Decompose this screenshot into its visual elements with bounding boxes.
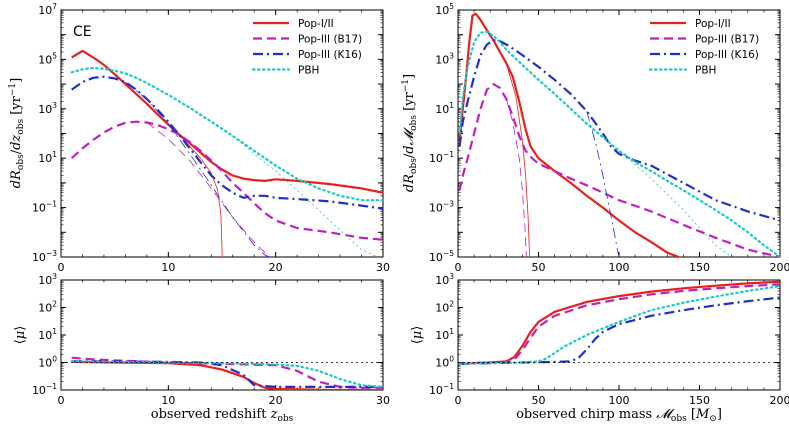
series-pbh [458, 30, 780, 257]
panel-redshift-magnification: 0 10 20 30 10−1 100 101 102 103 ⟨μ⟩ observed red… [13, 272, 390, 424]
x-tick-label: 10 [161, 261, 175, 274]
axes-ticks: 0 10 20 30 10−3 10−1 101 103 105 107 [32, 2, 390, 274]
legend-label: Pop-I/II [695, 18, 731, 30]
x-tick-label: 0 [58, 261, 65, 274]
series-pop-i-ii [459, 280, 780, 365]
series-pop-iii-b17 [458, 82, 780, 257]
x-axis-label: observed chirp mass 𝓜obs [M⊙] [516, 407, 722, 424]
series-pop-i-ii [458, 12, 679, 257]
y-tick-label: 10−3 [32, 249, 57, 264]
x-tick-label: 50 [532, 394, 546, 407]
series-pop-iii-k16 [458, 39, 780, 222]
x-tick-label: 150 [689, 261, 710, 274]
x-tick-label: 200 [770, 394, 789, 407]
y-tick-label: 103 [38, 272, 57, 287]
x-tick-label: 0 [58, 394, 65, 407]
axes-ticks: 0 10 20 30 10−1 100 101 102 103 [32, 272, 390, 407]
y-axis-label: dRobs/dzobs [yr−1] [8, 78, 26, 188]
legend-label: PBH [695, 65, 716, 77]
y-tick-label: 103 [38, 101, 57, 116]
series-pbh [458, 285, 780, 365]
legend: Pop-I/II Pop-III (B17) Pop-III (K16) PBH [251, 18, 362, 77]
x-tick-label: 150 [689, 394, 710, 407]
y-tick-label: 10−5 [429, 249, 454, 264]
y-tick-label: 10−3 [429, 200, 454, 215]
x-tick-label: 50 [532, 261, 546, 274]
y-tick-label: 100 [435, 355, 454, 370]
y-tick-label: 10−1 [32, 200, 57, 215]
y-tick-label: 100 [38, 355, 57, 370]
x-tick-label: 0 [455, 261, 462, 274]
y-axis-label: ⟨μ⟩ [13, 326, 28, 345]
series-pop-iii-b17 [70, 120, 383, 241]
data-series [458, 280, 780, 365]
axes-ticks: 0 50 100 150 200 10−5 10−3 10−1 101 103 105 [429, 2, 789, 274]
y-tick-label: 10−1 [429, 382, 454, 397]
legend-label: PBH [298, 65, 319, 77]
x-tick-label: 200 [770, 261, 789, 274]
series-pbh [70, 66, 383, 202]
y-tick-label: 107 [38, 2, 57, 17]
legend-label: Pop-I/II [298, 18, 334, 30]
series-pop-iii-b17-thin [146, 122, 271, 257]
legend-label: Pop-III (K16) [695, 49, 759, 61]
series-pop-iii-b17-thin [505, 98, 527, 257]
series-pop-i-ii-thin [135, 93, 223, 257]
data-series [458, 12, 780, 257]
x-tick-label: 0 [455, 394, 462, 407]
y-tick-label: 101 [38, 150, 57, 165]
series-pbh-thin [618, 150, 732, 257]
y-tick-label: 102 [38, 300, 57, 315]
series-pbh [70, 360, 383, 388]
panel-label: CE [73, 24, 92, 40]
series-pop-iii-k16-thin [125, 81, 270, 257]
x-axis-label: observed redshift zobs [151, 407, 294, 424]
x-tick-label: 20 [269, 394, 283, 407]
series-pop-i-ii [71, 360, 383, 390]
data-series [61, 356, 383, 390]
legend-label: Pop-III (K16) [298, 49, 362, 61]
y-axis-label: dRobs/d𝓜obs [yr−1] [401, 74, 419, 192]
x-tick-label: 30 [376, 261, 390, 274]
legend-label: Pop-III (B17) [298, 34, 362, 46]
series-pop-iii-k16 [459, 296, 780, 365]
data-series [70, 49, 383, 257]
x-tick-label: 100 [609, 394, 630, 407]
y-tick-label: 102 [435, 300, 454, 315]
series-pop-iii-k16 [71, 75, 383, 210]
plot-frame [60, 279, 384, 391]
y-tick-label: 10−1 [32, 382, 57, 397]
axes-ticks: 0 50 100 150 200 10−1 100 101 102 103 [429, 272, 789, 407]
series-pop-iii-k16 [71, 360, 383, 388]
y-tick-label: 10−1 [429, 150, 454, 165]
series-pop-i-ii-thin [493, 40, 530, 257]
y-tick-label: 101 [38, 327, 57, 342]
plot-frame [60, 9, 384, 258]
x-tick-label: 30 [376, 394, 390, 407]
panel-chirp-mass-magnification: 0 50 100 150 200 10−1 100 101 102 103 ⟨μ⟩ observe… [410, 272, 789, 424]
x-tick-label: 20 [269, 261, 283, 274]
y-tick-label: 101 [435, 327, 454, 342]
panel-chirp-mass-rate: 0 50 100 150 200 10−5 10−3 10−1 101 103 105 dRobs/… [401, 2, 789, 274]
y-tick-label: 103 [435, 272, 454, 287]
series-pop-iii-b17 [459, 283, 780, 365]
panel-redshift-rate: 0 10 20 30 10−3 10−1 101 103 105 107 CE dRobs/dzo… [8, 2, 390, 274]
legend: Pop-I/II Pop-III (B17) Pop-III (K16) PBH [648, 18, 759, 77]
y-tick-label: 105 [435, 2, 454, 17]
y-axis-label: ⟨μ⟩ [410, 326, 425, 345]
series-pop-i-ii [71, 49, 383, 194]
y-tick-label: 105 [38, 51, 57, 66]
y-tick-label: 103 [435, 51, 454, 66]
series-pop-iii-k16-thin [586, 111, 620, 257]
x-tick-label: 10 [161, 394, 175, 407]
x-tick-label: 100 [609, 261, 630, 274]
y-tick-label: 101 [435, 101, 454, 116]
legend-label: Pop-III (B17) [695, 34, 759, 46]
